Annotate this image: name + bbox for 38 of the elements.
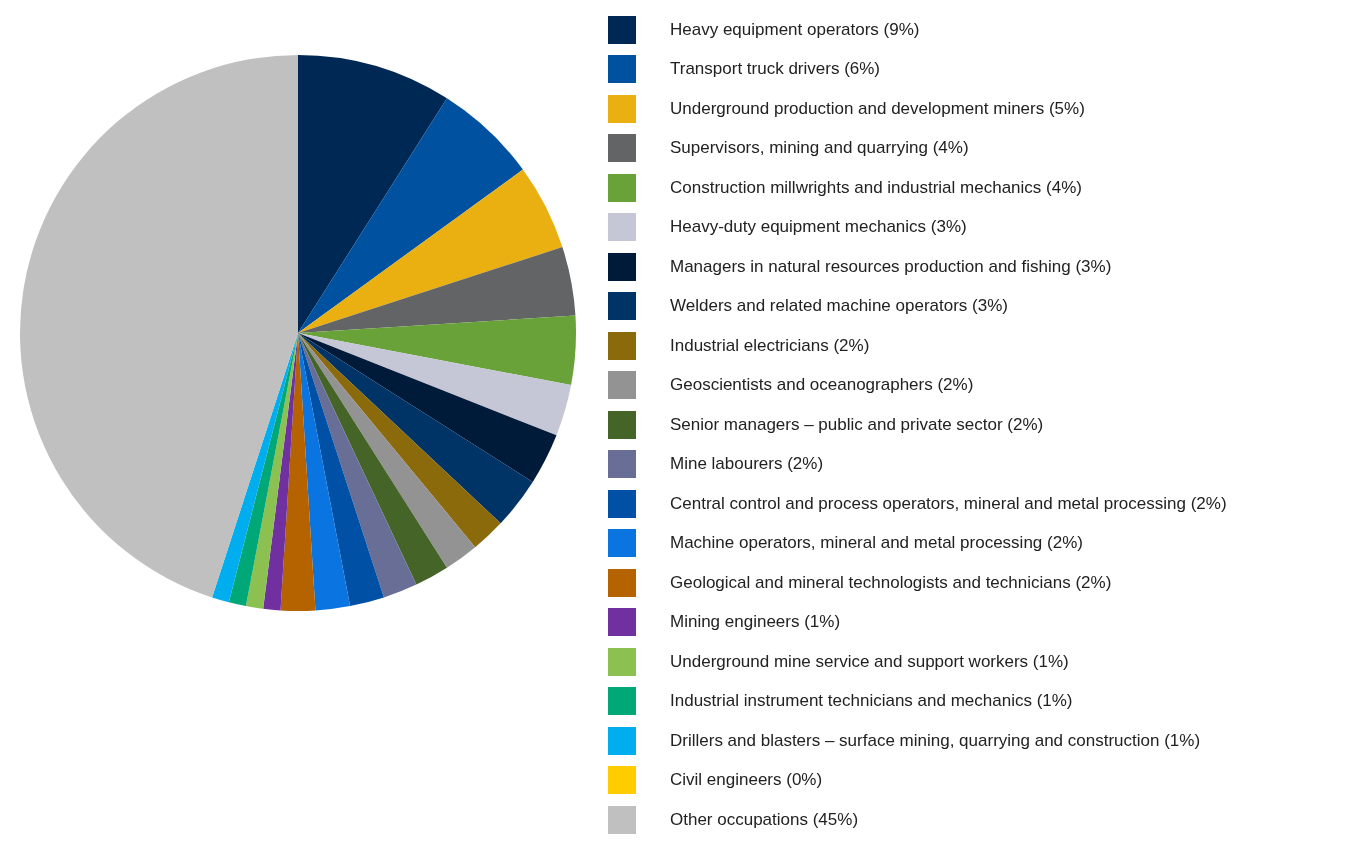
legend-label: Construction millwrights and industrial mechanics (4%) [670,177,1082,198]
legend-label: Transport truck drivers (6%) [670,59,881,80]
pie-slice [298,247,576,333]
legend-label: Geoscientists and oceanographers (2%) [670,375,974,396]
legend-label: Welders and related machine operators (3%) [670,296,1008,317]
legend-label: Drillers and blasters – surface mining, quarrying and construction (1%) [670,730,1201,751]
legend-label: Managers in natural resources production and fishing (3%) [670,256,1112,277]
legend-label: Civil engineers (0%) [670,770,823,791]
pie-slice [298,333,501,548]
pie-slice [245,333,298,609]
legend-label: Underground production and development miners (5%) [670,98,1085,119]
pie-slice [298,333,351,611]
legend-label: Geological and mineral technologists and technicians (2%) [670,572,1112,593]
legend-label: Mining engineers (1%) [670,612,841,633]
pie-slice [298,55,447,333]
pie-slice [20,55,298,598]
legend-label: Central control and process operators, mineral and metal processing (2%) [670,493,1227,514]
pie-slice [298,333,476,568]
legend-label: Other occupations (45%) [670,809,859,830]
legend-label: Industrial instrument technicians and mechanics (1%) [670,691,1073,712]
pie-slice [298,333,417,598]
pie-slice [298,333,557,482]
pie-slice [298,333,533,524]
pie-slice [298,315,576,386]
pie-slice [298,333,447,585]
pie-slice [298,333,384,607]
legend-label: Supervisors, mining and quarrying (4%) [670,138,969,159]
pie-slice [298,333,572,436]
legend-label: Heavy-duty equipment mechanics (3%) [670,217,967,238]
pie-slice [298,98,523,333]
legend-label: Senior managers – public and private sector (2%) [670,414,1044,435]
legend-label: Machine operators, mineral and metal processing (2%) [670,533,1083,554]
pie-slice [298,169,563,333]
legend-label: Heavy equipment operators (9%) [670,19,920,40]
legend-label: Industrial electricians (2%) [670,335,870,356]
pie-slice [228,333,298,607]
legend-label: Mine labourers (2%) [670,454,824,475]
legend-label: Underground mine service and support workers (1%) [670,651,1069,672]
